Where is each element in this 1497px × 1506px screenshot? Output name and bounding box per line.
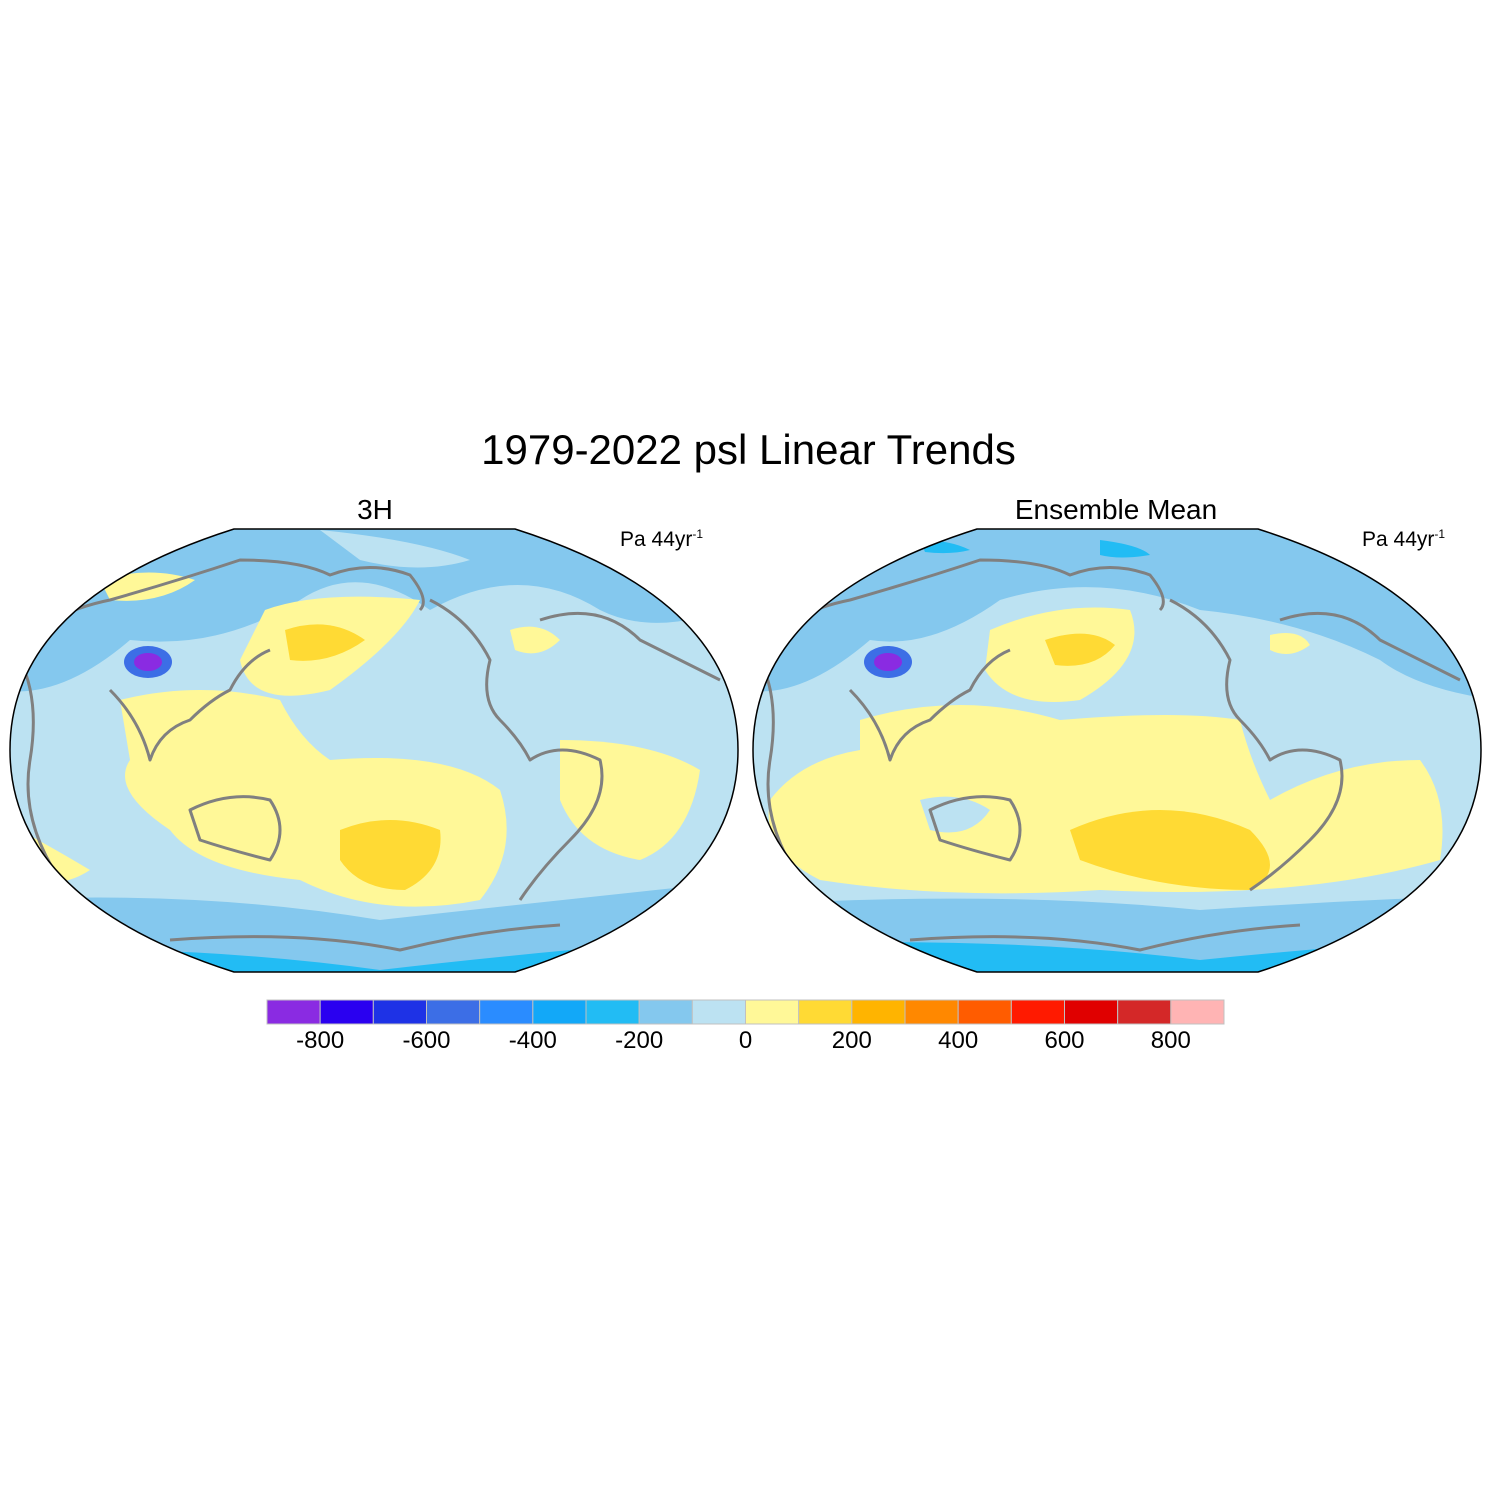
panel-title-ensemble-mean: Ensemble Mean xyxy=(1014,494,1218,525)
eurasia-positive-patch xyxy=(100,572,195,601)
colorbar-tick-label: -200 xyxy=(615,1027,664,1054)
colorbar-swatch xyxy=(1064,999,1119,1025)
colorbar-swatch xyxy=(372,999,428,1025)
colorbar-swatch xyxy=(638,999,693,1025)
south-pacific-strong-positive xyxy=(340,820,441,890)
colorbar-swatch xyxy=(851,999,906,1025)
colorbar-tick-label: 800 xyxy=(1150,1027,1191,1054)
units-label-left: Pa 44yr-1 xyxy=(620,527,703,552)
units-exponent: -1 xyxy=(692,527,704,541)
colorbar-tick-label: 200 xyxy=(831,1027,872,1054)
colorbar-swatch xyxy=(957,999,1012,1025)
colorbar-swatch xyxy=(798,999,853,1025)
units-exponent: -1 xyxy=(1434,527,1446,541)
colorbar-tick-label: 0 xyxy=(738,1027,753,1054)
north-negative-region xyxy=(753,529,1481,700)
map-outline-3h xyxy=(9,528,739,973)
south-pacific-strong-positive xyxy=(1070,810,1270,890)
colorbar-swatch xyxy=(1117,999,1172,1025)
units-text: Pa 44yr xyxy=(620,528,693,551)
tibet-low-core xyxy=(874,653,902,671)
colorbar-tick-label: 400 xyxy=(938,1027,979,1054)
units-label-right: Pa 44yr-1 xyxy=(1362,527,1445,552)
atlantic-positive-patch xyxy=(510,626,560,654)
coastlines-3h xyxy=(18,558,721,952)
atlantic-positive-patch xyxy=(1270,632,1310,654)
colorbar-swatch xyxy=(691,999,746,1025)
colorbar-tick-label: -800 xyxy=(296,1027,345,1054)
map-outline-ensemble-mean xyxy=(752,528,1482,973)
colorbar-tick-label: 600 xyxy=(1044,1027,1085,1054)
colorbar-swatch xyxy=(532,999,587,1025)
south-atlantic-positive xyxy=(560,740,700,860)
north-pacific-strong-positive xyxy=(1045,633,1115,666)
figure-title: 1979-2022 psl Linear Trends xyxy=(481,426,1016,473)
colorbar-swatch xyxy=(1170,999,1225,1025)
map-3h xyxy=(10,529,738,972)
colorbar-swatch xyxy=(745,999,800,1025)
colorbar-swatch xyxy=(319,999,374,1025)
arctic-light-region xyxy=(320,530,470,568)
colorbar-swatch xyxy=(479,999,534,1025)
colorbar-swatch xyxy=(585,999,640,1025)
colorbar-tick-label: -600 xyxy=(402,1027,451,1054)
south-pacific-positive xyxy=(768,705,1443,894)
map-ensemble-mean xyxy=(753,529,1481,972)
north-negative-region xyxy=(10,529,738,692)
north-pacific-strong-positive xyxy=(285,624,365,661)
arctic-negative-patch xyxy=(1100,540,1150,558)
tibet-low-core xyxy=(134,653,162,671)
colorbar-swatch xyxy=(1010,999,1065,1025)
colorbar-swatch xyxy=(266,999,321,1025)
colorbar xyxy=(266,999,1225,1025)
colorbar-swatch xyxy=(426,999,481,1025)
units-text: Pa 44yr xyxy=(1362,528,1435,551)
colorbar-swatch xyxy=(904,999,959,1025)
panel-title-3h: 3H xyxy=(357,494,393,525)
colorbar-tick-label: -400 xyxy=(508,1027,557,1054)
